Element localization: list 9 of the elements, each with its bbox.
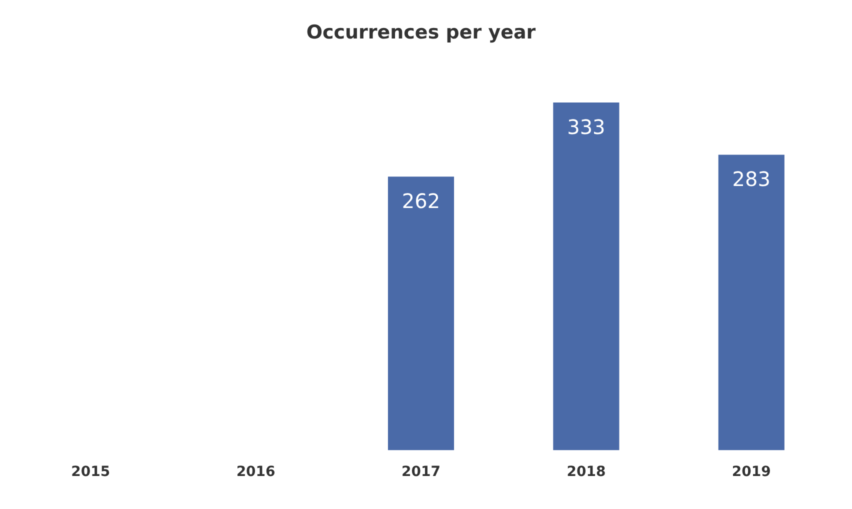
chart-title: Occurrences per year (306, 21, 536, 44)
x-tick-label: 2017 (402, 464, 440, 480)
x-tick-label: 2016 (236, 464, 276, 480)
x-tick-label: 2019 (732, 464, 771, 480)
data-label: 333 (567, 114, 606, 139)
x-tick-label: 2015 (71, 464, 110, 480)
data-label: 262 (402, 188, 440, 213)
x-tick-label: 2018 (566, 464, 606, 480)
data-label: 283 (732, 166, 770, 191)
